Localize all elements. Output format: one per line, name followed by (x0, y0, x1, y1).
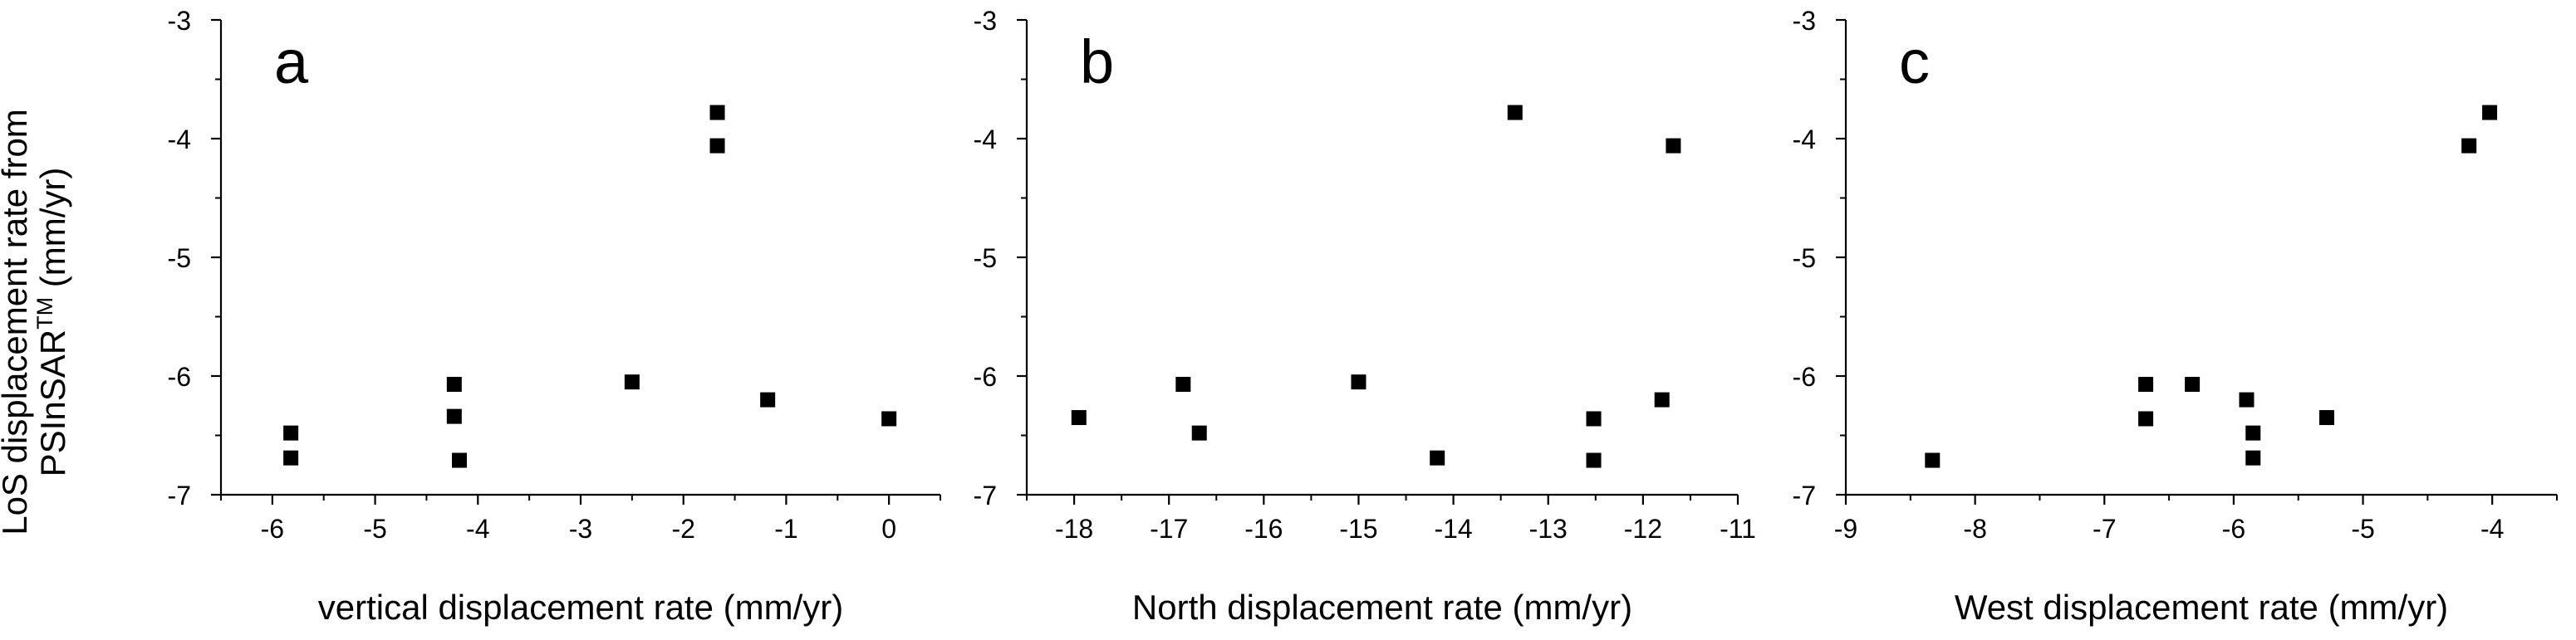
x-tick-label: -6 (261, 514, 284, 544)
data-point (709, 105, 725, 120)
x-tick-label: -9 (1834, 514, 1857, 544)
x-tick-label: -1 (774, 514, 797, 544)
y-tick-label: -6 (168, 362, 191, 392)
y-axis-title-line1: LoS displacement rate from (0, 109, 34, 535)
data-point (452, 452, 468, 468)
data-point (1071, 410, 1087, 426)
data-point (1430, 450, 1445, 466)
x-tick-label: -18 (1055, 514, 1093, 544)
data-point (2185, 377, 2201, 393)
panel-b: b -3 -4 -5 -6 -7 -18 -17 -16 -15 -14 -13 -12 -11 North… (974, 6, 1756, 627)
x-tick-label: -6 (2222, 514, 2245, 544)
y-tick-label: -7 (974, 481, 997, 511)
y-axis-title: LoS displacement rate from PSInSARTM (mm… (0, 109, 72, 535)
x-tick-label: -17 (1150, 514, 1188, 544)
y-tick-label: -3 (974, 6, 997, 36)
x-tick-label: -4 (466, 514, 489, 544)
x-tick-label: -2 (671, 514, 694, 544)
x-tick-label: -14 (1434, 514, 1472, 544)
chart-panels: a -3 -4 -5 -6 -7 -6 -5 -4 -3 -2 -1 0 vertical displac… (168, 6, 2558, 627)
data-point (446, 377, 462, 393)
data-point (1586, 452, 1602, 468)
x-tick-label: -3 (569, 514, 592, 544)
y-axis-title-line2: PSInSARTM (mm/yr) (32, 168, 72, 477)
x-tick-label: -13 (1529, 514, 1568, 544)
y-axis-title-trademark: TM (32, 297, 57, 330)
y-tick-label: -4 (1793, 125, 1816, 154)
y-tick-label: -5 (168, 243, 191, 273)
x-axis-title: West displacement rate (mm/yr) (1955, 588, 2448, 627)
data-point (2138, 377, 2154, 393)
data-point (760, 392, 776, 408)
y-tick-label: -5 (1793, 243, 1816, 273)
data-point (1925, 452, 1941, 468)
panel-c: c -3 -4 -5 -6 -7 -9 -8 -7 -6 -5 -4 West displacement… (1793, 6, 2558, 627)
data-point (624, 374, 640, 390)
x-tick-label: -5 (2351, 514, 2374, 544)
y-tick-label: -4 (974, 125, 997, 154)
x-tick-label: -15 (1339, 514, 1377, 544)
x-tick-label: -8 (1963, 514, 1986, 544)
x-axis-title: North displacement rate (mm/yr) (1132, 588, 1632, 627)
y-tick-label: -3 (168, 6, 191, 36)
data-point (2245, 450, 2261, 466)
data-point (2461, 138, 2477, 154)
x-tick-label: -4 (2480, 514, 2504, 544)
y-tick-label: -7 (1793, 481, 1816, 511)
data-point (1666, 138, 1681, 154)
data-point (1507, 105, 1523, 120)
x-tick-label: -11 (1720, 514, 1756, 544)
x-tick-label: 0 (881, 514, 896, 544)
y-tick-label: -7 (168, 481, 191, 511)
y-tick-label: -3 (1793, 6, 1816, 36)
data-point (1654, 392, 1670, 408)
data-point (1191, 425, 1207, 441)
x-tick-label: -12 (1624, 514, 1662, 544)
panel-letter: c (1899, 27, 1930, 96)
panel-a: a -3 -4 -5 -6 -7 -6 -5 -4 -3 -2 -1 0 vertical displac… (168, 6, 941, 627)
data-point (881, 411, 897, 427)
y-tick-label: -4 (168, 125, 191, 154)
data-point (283, 450, 299, 466)
data-point (2318, 410, 2334, 426)
data-point (1586, 411, 1602, 427)
panel-letter: b (1080, 27, 1114, 96)
y-tick-label: -6 (974, 362, 997, 392)
x-tick-label: -16 (1244, 514, 1283, 544)
data-point (446, 408, 462, 424)
y-tick-label: -6 (1793, 362, 1816, 392)
x-tick-label: -7 (2093, 514, 2116, 544)
panel-letter: a (274, 27, 309, 96)
data-point (2239, 392, 2255, 408)
data-point (2482, 105, 2498, 120)
y-axis-title-product: PSInSAR (33, 330, 72, 476)
data-point (2138, 411, 2154, 427)
y-axis-title-unit: (mm/yr) (33, 168, 72, 297)
x-tick-label: -5 (363, 514, 386, 544)
data-point (283, 425, 299, 441)
y-tick-label: -5 (974, 243, 997, 273)
data-point (1351, 374, 1367, 390)
x-axis-title: vertical displacement rate (mm/yr) (318, 588, 843, 627)
data-point (2245, 425, 2261, 441)
data-point (1175, 377, 1191, 393)
data-point (709, 138, 725, 154)
